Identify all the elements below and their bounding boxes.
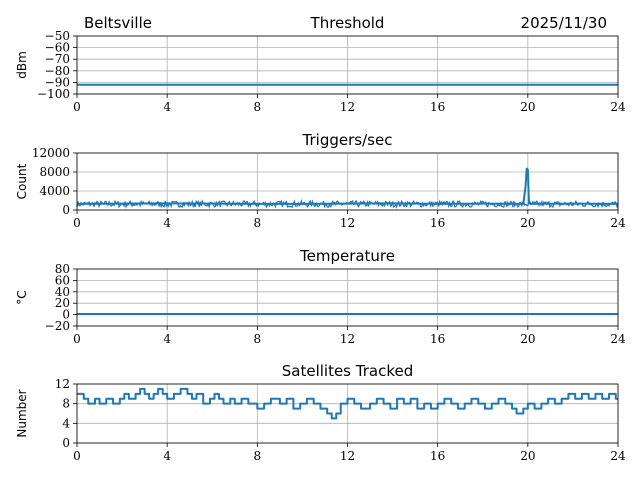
triggers-x-tick-label: 0 <box>73 216 81 230</box>
threshold-y-tick-label: −90 <box>45 75 70 89</box>
threshold-y-axis-label: dBm <box>15 51 29 79</box>
satellites-y-tick-label: 4 <box>62 416 70 430</box>
triggers-x-tick-label: 12 <box>340 216 355 230</box>
satellites-title: Satellites Tracked <box>282 362 413 380</box>
satellites-x-tick-label: 20 <box>520 449 535 463</box>
triggers-y-tick-label: 0 <box>62 203 70 217</box>
satellites-x-tick-label: 16 <box>430 449 445 463</box>
temperature-y-axis-label: °C <box>15 290 29 304</box>
temperature-y-tick-label: 60 <box>55 273 70 287</box>
satellites-series-line <box>77 387 618 420</box>
threshold-x-tick-label: 4 <box>163 100 171 114</box>
triggers-series-line <box>76 167 619 205</box>
satellites-x-tick-label: 8 <box>254 449 262 463</box>
temperature-x-tick-label: 12 <box>340 332 355 346</box>
triggers-y-tick-label: 12000 <box>32 146 70 160</box>
triggers-x-tick-label: 8 <box>254 216 262 230</box>
temperature-x-tick-label: 20 <box>520 332 535 346</box>
triggers-x-tick-label: 4 <box>163 216 171 230</box>
temperature-y-tick-label: 20 <box>55 296 70 310</box>
satellites-x-tick-label: 12 <box>340 449 355 463</box>
triggers-title: Triggers/sec <box>302 131 393 149</box>
satellites-x-tick-label: 4 <box>163 449 171 463</box>
triggers-y-tick-label: 8000 <box>39 165 70 179</box>
temperature-x-tick-label: 4 <box>163 332 171 346</box>
threshold-y-tick-label: −70 <box>45 52 70 66</box>
temperature-title: Temperature <box>299 247 395 265</box>
satellites-x-tick-label: 24 <box>610 449 626 463</box>
temperature-y-tick-label: −20 <box>45 319 70 333</box>
triggers-panel: Triggers/sec Count 0 4 8 12 16 20 24 0 4000 8000 120… <box>15 131 626 230</box>
threshold-x-tick-label: 12 <box>340 100 355 114</box>
threshold-y-tick-label: −60 <box>45 41 70 55</box>
triggers-x-tick-label: 16 <box>430 216 445 230</box>
satellites-y-axis-label: Number <box>15 389 29 437</box>
satellites-y-tick-label: 8 <box>62 397 70 411</box>
triggers-x-tick-label: 20 <box>520 216 535 230</box>
temperature-x-tick-label: 16 <box>430 332 445 346</box>
triggers-y-tick-label: 4000 <box>39 184 70 198</box>
temperature-x-tick-label: 0 <box>73 332 81 346</box>
temperature-x-tick-label: 24 <box>610 332 626 346</box>
threshold-panel: Threshold dBm 0 4 8 12 16 20 24 −100−90−80−70−60−… <box>15 14 626 114</box>
satellites-y-tick-label: 12 <box>55 377 70 391</box>
site-label: Beltsville <box>84 14 152 32</box>
threshold-title: Threshold <box>310 14 385 32</box>
threshold-x-tick-label: 8 <box>254 100 262 114</box>
threshold-y-tick-label: −100 <box>37 87 70 101</box>
satellites-y-tick-label: 0 <box>62 436 70 450</box>
temperature-y-tick-label: 0 <box>62 308 70 322</box>
satellites-panel: Satellites Tracked Number 0 4 8 12 16 20 24 0 4 8 12 <box>15 362 626 463</box>
threshold-x-tick-label: 24 <box>610 100 626 114</box>
threshold-x-tick-label: 16 <box>430 100 445 114</box>
date-label: 2025/11/30 <box>521 14 607 32</box>
temperature-y-tick-label: 40 <box>55 285 70 299</box>
temperature-y-tick-label: 80 <box>55 262 70 276</box>
threshold-y-tick-label: −80 <box>45 64 70 78</box>
satellites-x-tick-label: 0 <box>73 449 81 463</box>
triggers-y-axis-label: Count <box>15 163 29 199</box>
threshold-x-tick-label: 0 <box>73 100 81 114</box>
temperature-x-tick-label: 8 <box>254 332 262 346</box>
threshold-x-tick-label: 20 <box>520 100 535 114</box>
triggers-x-tick-label: 24 <box>610 216 626 230</box>
threshold-y-tick-label: −50 <box>45 29 70 43</box>
